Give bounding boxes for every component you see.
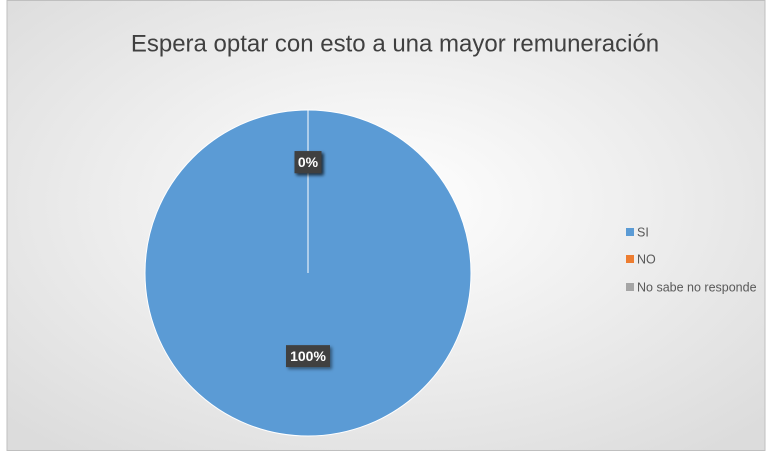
- data-label-box: [286, 345, 330, 368]
- legend-swatch: [626, 228, 634, 236]
- legend-swatch: [626, 283, 634, 291]
- legend-label: SI: [637, 225, 649, 239]
- data-label: 0%: [298, 154, 319, 170]
- legend-label: No sabe no responde: [637, 280, 757, 294]
- data-label: 100%: [290, 348, 326, 364]
- data-label-box: [294, 151, 322, 174]
- legend-swatch: [626, 255, 634, 263]
- chart-title: Espera optar con esto a una mayor remune…: [131, 30, 659, 57]
- legend-label: NO: [637, 252, 656, 266]
